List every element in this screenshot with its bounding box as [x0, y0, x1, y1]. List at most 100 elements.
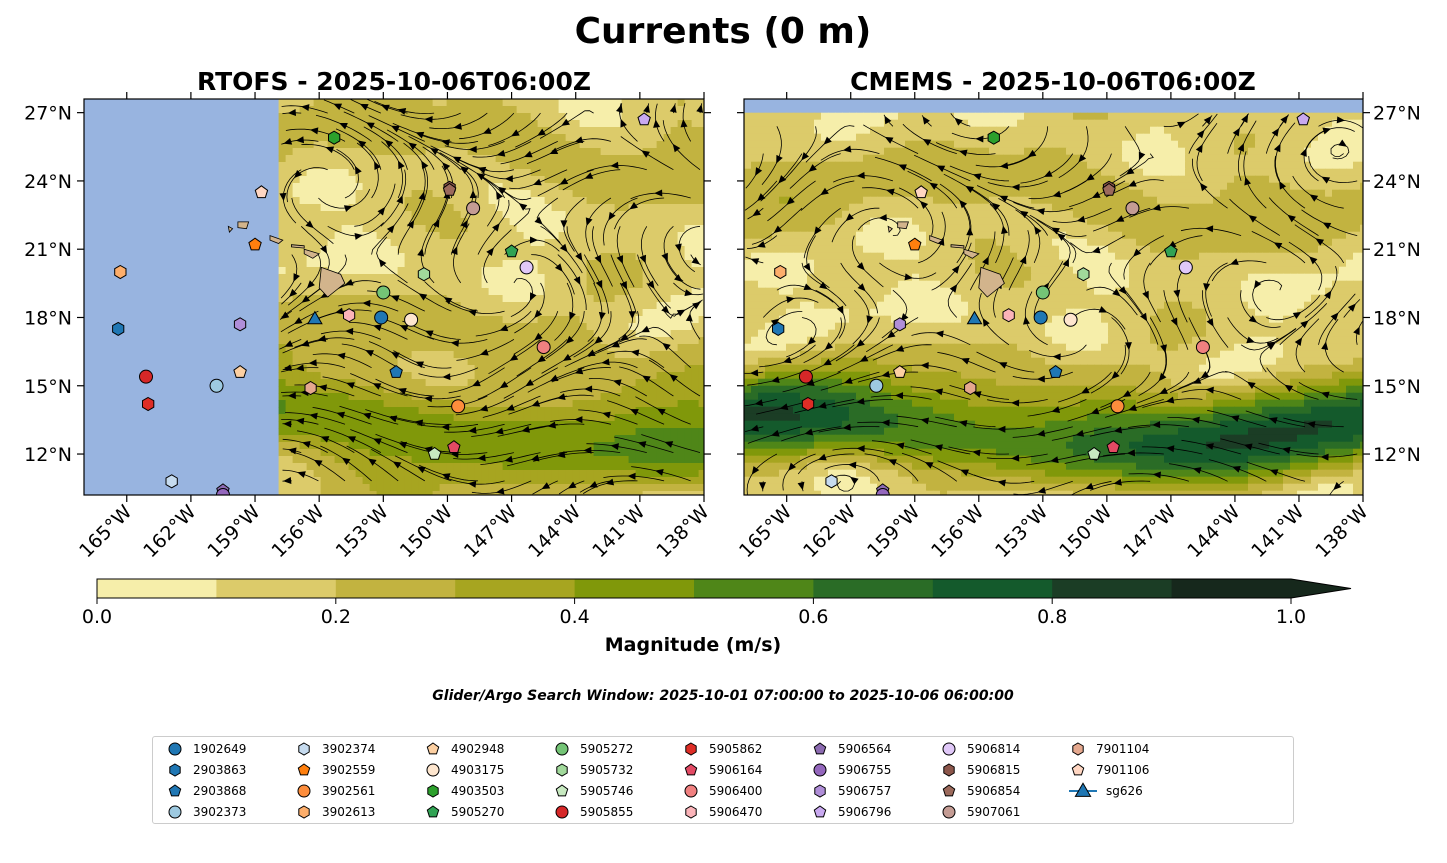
cmems-magnitude-cell: [1164, 126, 1172, 135]
rtofs-magnitude-cell: [285, 232, 294, 240]
rtofs-magnitude-cell: [278, 288, 287, 296]
cmems-magnitude-cell: [1031, 175, 1039, 184]
rtofs-magnitude-cell: [411, 246, 420, 254]
rtofs-x-tick-label: 138°W: [652, 501, 713, 562]
cmems-magnitude-cell: [807, 112, 815, 121]
cmems-magnitude-cell: [1017, 168, 1025, 177]
rtofs-magnitude-cell: [579, 183, 588, 191]
rtofs-magnitude-cell: [684, 323, 693, 331]
cmems-magnitude-cell: [1157, 175, 1165, 184]
cmems-magnitude-cell: [1178, 126, 1186, 135]
rtofs-magnitude-cell: [299, 379, 308, 387]
rtofs-magnitude-cell: [502, 386, 511, 394]
cmems-magnitude-cell: [1031, 140, 1039, 149]
rtofs-magnitude-cell: [614, 456, 623, 464]
rtofs-magnitude-cell: [509, 281, 518, 289]
rtofs-magnitude-cell: [425, 372, 434, 380]
rtofs-magnitude-cell: [502, 295, 511, 303]
cmems-magnitude-cell: [800, 112, 808, 121]
rtofs-magnitude-cell: [607, 330, 616, 338]
rtofs-magnitude-cell: [670, 281, 679, 289]
rtofs-magnitude-cell: [621, 386, 630, 394]
rtofs-magnitude-cell: [418, 204, 427, 212]
cmems-magnitude-cell: [1269, 112, 1277, 121]
cmems-magnitude-cell: [1038, 133, 1046, 142]
rtofs-magnitude-cell: [558, 246, 567, 254]
rtofs-magnitude-cell: [565, 99, 574, 107]
cmems-magnitude-cell: [1185, 126, 1193, 135]
rtofs-magnitude-cell: [285, 162, 294, 170]
cmems-magnitude-cell: [1262, 119, 1270, 128]
cmems-magnitude-cell: [1094, 140, 1102, 149]
rtofs-streamline-arrow: [418, 293, 428, 301]
rtofs-magnitude-cell: [292, 358, 301, 366]
rtofs-magnitude-cell: [299, 386, 308, 394]
rtofs-magnitude-cell: [684, 379, 693, 387]
rtofs-magnitude-cell: [691, 414, 700, 422]
rtofs-magnitude-cell: [327, 463, 336, 471]
rtofs-magnitude-cell: [509, 442, 518, 450]
rtofs-magnitude-cell: [670, 449, 679, 457]
cmems-magnitude-cell: [835, 154, 843, 163]
rtofs-magnitude-cell: [306, 372, 315, 380]
cmems-magnitude-cell: [1080, 126, 1088, 135]
cmems-magnitude-cell: [1073, 112, 1081, 121]
rtofs-magnitude-cell: [369, 218, 378, 226]
rtofs-magnitude-cell: [628, 197, 637, 205]
rtofs-magnitude-cell: [369, 463, 378, 471]
rtofs-magnitude-cell: [355, 267, 364, 275]
rtofs-magnitude-cell: [670, 127, 679, 135]
rtofs-magnitude-cell: [635, 435, 644, 443]
cmems-magnitude-cell: [1143, 119, 1151, 128]
rtofs-magnitude-cell: [628, 113, 637, 121]
rtofs-magnitude-cell: [649, 323, 658, 331]
cmems-magnitude-cell: [758, 147, 766, 156]
cmems-magnitude-cell: [793, 133, 801, 142]
rtofs-magnitude-cell: [411, 169, 420, 177]
rtofs-magnitude-cell: [404, 197, 413, 205]
cmems-magnitude-cell: [758, 119, 766, 128]
cmems-magnitude-cell: [786, 140, 794, 149]
rtofs-magnitude-cell: [586, 274, 595, 282]
rtofs-magnitude-cell: [390, 134, 399, 142]
rtofs-magnitude-cell: [376, 428, 385, 436]
rtofs-magnitude-cell: [292, 351, 301, 359]
rtofs-magnitude-cell: [691, 449, 700, 457]
rtofs-magnitude-cell: [523, 113, 532, 121]
cmems-magnitude-cell: [1171, 182, 1179, 191]
rtofs-magnitude-cell: [586, 442, 595, 450]
rtofs-magnitude-cell: [600, 232, 609, 240]
cmems-magnitude-cell: [814, 147, 822, 156]
rtofs-magnitude-cell: [544, 400, 553, 408]
rtofs-magnitude-cell: [439, 288, 448, 296]
rtofs-magnitude-cell: [355, 414, 364, 422]
rtofs-magnitude-cell: [635, 169, 644, 177]
rtofs-magnitude-cell: [593, 232, 602, 240]
rtofs-magnitude-cell: [516, 386, 525, 394]
rtofs-magnitude-cell: [488, 148, 497, 156]
cmems-magnitude-cell: [1353, 133, 1361, 142]
rtofs-magnitude-cell: [362, 127, 371, 135]
rtofs-magnitude-cell: [341, 197, 350, 205]
rtofs-streamline-arrow: [297, 471, 306, 478]
rtofs-magnitude-cell: [621, 351, 630, 359]
rtofs-streamline-arrow: [362, 299, 371, 307]
rtofs-magnitude-cell: [691, 337, 700, 345]
rtofs-magnitude-cell: [516, 260, 525, 268]
cmems-magnitude-cell: [947, 119, 955, 128]
rtofs-magnitude-cell: [320, 309, 329, 317]
rtofs-magnitude-cell: [390, 162, 399, 170]
rtofs-magnitude-cell: [698, 253, 704, 261]
cmems-magnitude-cell: [1087, 112, 1095, 121]
rtofs-island-molokai: [291, 244, 305, 249]
cmems-magnitude-cell: [1031, 154, 1039, 163]
rtofs-magnitude-cell: [572, 337, 581, 345]
rtofs-magnitude-cell: [418, 330, 427, 338]
rtofs-magnitude-cell: [383, 155, 392, 163]
rtofs-magnitude-cell: [320, 155, 329, 163]
rtofs-magnitude-cell: [502, 106, 511, 114]
rtofs-magnitude-cell: [509, 197, 518, 205]
rtofs-magnitude-cell: [558, 288, 567, 296]
rtofs-magnitude-cell: [341, 113, 350, 121]
rtofs-magnitude-cell: [313, 428, 322, 436]
